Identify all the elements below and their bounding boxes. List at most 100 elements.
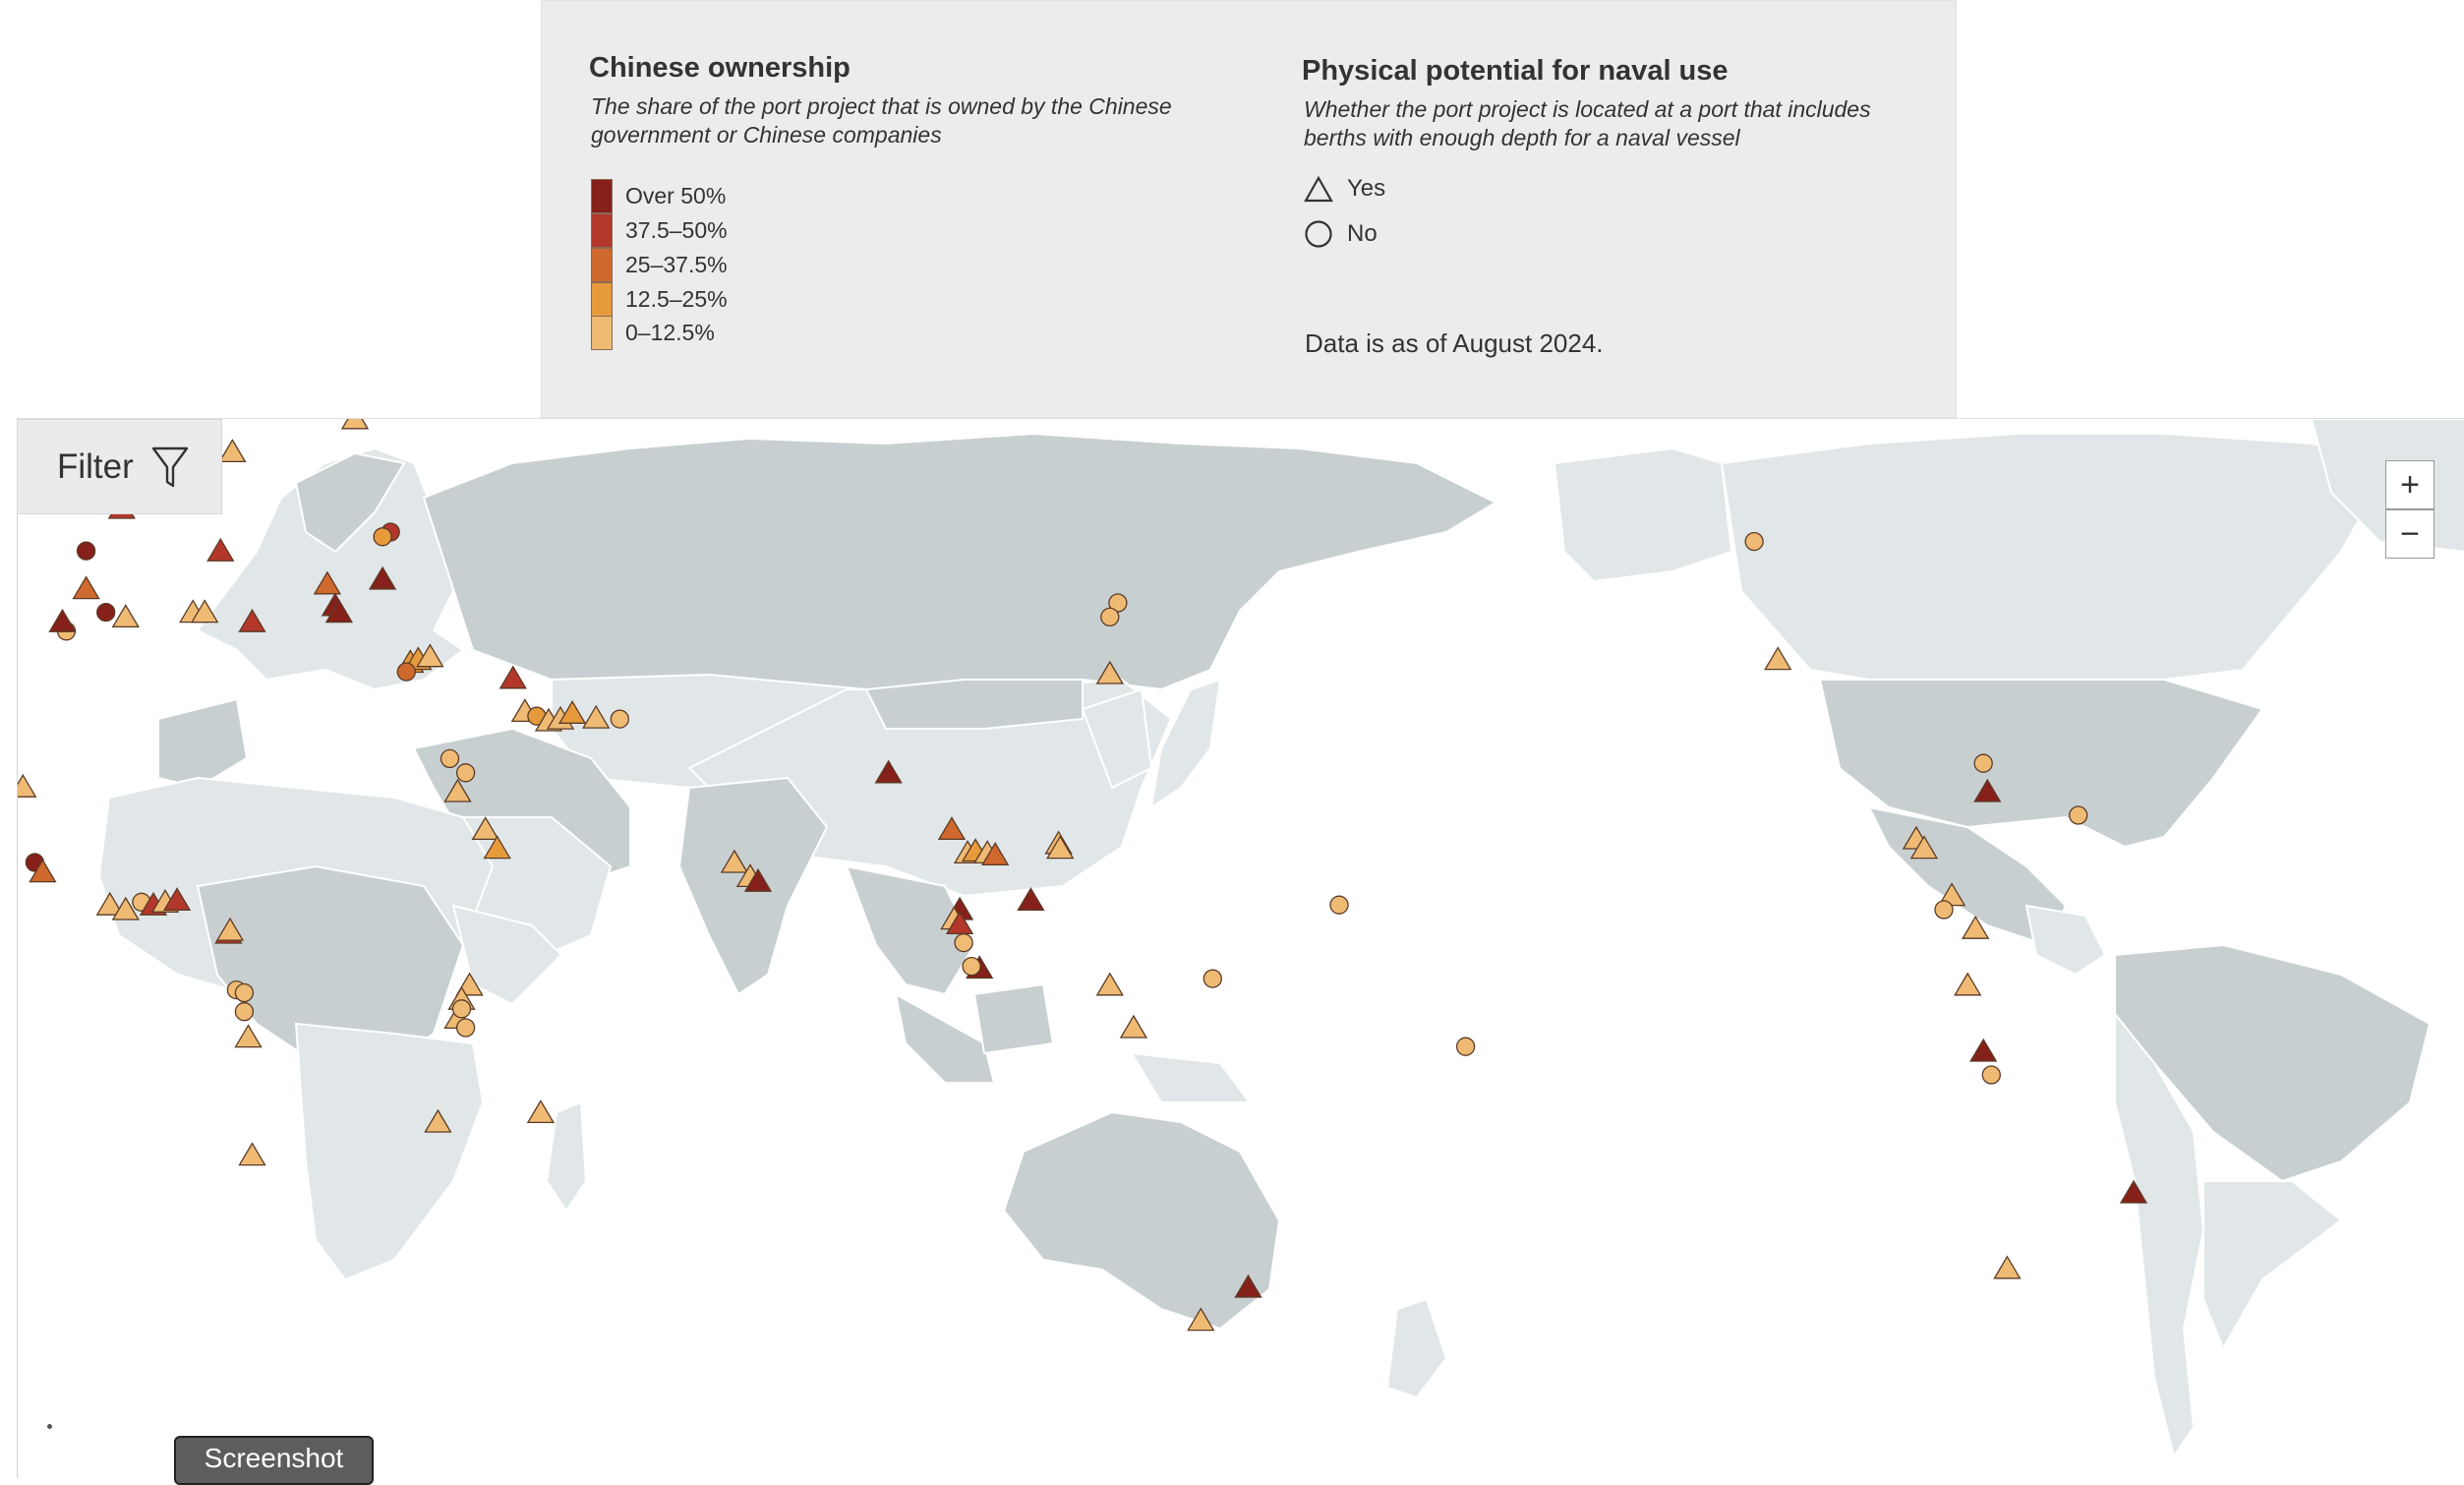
- land-canada: [1720, 433, 2392, 681]
- port-marker-103[interactable]: [1981, 1065, 2001, 1085]
- port-marker-83[interactable]: [1203, 969, 1222, 988]
- port-marker-37[interactable]: [443, 778, 472, 802]
- port-marker-44[interactable]: [111, 896, 140, 921]
- land-borneo: [972, 982, 1055, 1055]
- port-marker-53[interactable]: [234, 1002, 255, 1022]
- port-marker-71[interactable]: [981, 842, 1010, 865]
- data-date-note: Data is as of August 2024.: [1305, 328, 1604, 358]
- land-south-america-south: [2202, 1180, 2343, 1351]
- port-marker-81[interactable]: [1095, 972, 1124, 996]
- port-marker-101[interactable]: [1954, 972, 1982, 996]
- port-marker-59[interactable]: [451, 999, 472, 1019]
- port-marker-26[interactable]: [396, 662, 416, 682]
- port-marker-89[interactable]: [1234, 1274, 1262, 1298]
- land-new-zealand: [1385, 1297, 1448, 1399]
- zoom-out-button[interactable]: −: [2385, 509, 2435, 559]
- port-marker-32[interactable]: [557, 700, 587, 724]
- port-marker-75[interactable]: [954, 932, 973, 953]
- port-marker-40[interactable]: [18, 773, 37, 798]
- port-marker-90[interactable]: [1187, 1307, 1215, 1332]
- filter-button[interactable]: Filter: [17, 419, 222, 514]
- port-marker-92[interactable]: [1764, 646, 1792, 671]
- port-marker-105[interactable]: [1993, 1255, 2022, 1279]
- zoom-in-button[interactable]: +: [2385, 460, 2435, 509]
- port-marker-65[interactable]: [743, 867, 773, 892]
- port-marker-9[interactable]: [206, 537, 235, 562]
- port-marker-95[interactable]: [2069, 805, 2088, 825]
- legend-label-no: No: [1347, 220, 1378, 247]
- port-marker-55[interactable]: [238, 1142, 266, 1166]
- port-marker-80[interactable]: [1046, 835, 1075, 860]
- legend-label-over-50: Over 50%: [625, 183, 727, 208]
- port-marker-50[interactable]: [215, 917, 245, 941]
- port-marker-99[interactable]: [1934, 900, 1954, 920]
- port-marker-54[interactable]: [234, 1024, 263, 1048]
- port-marker-87[interactable]: [1100, 607, 1120, 627]
- screenshot-button[interactable]: Screenshot: [174, 1436, 374, 1485]
- port-marker-84[interactable]: [1329, 895, 1349, 915]
- port-marker-77[interactable]: [962, 956, 981, 977]
- port-marker-27[interactable]: [499, 665, 527, 689]
- swatch-37-50: [591, 213, 613, 248]
- legend-item-no: No: [1304, 219, 1378, 249]
- port-marker-39[interactable]: [483, 835, 511, 860]
- port-marker-11[interactable]: [111, 604, 140, 628]
- port-marker-17[interactable]: [313, 570, 342, 595]
- legend-label-25-37: 25–37.5%: [625, 252, 728, 277]
- port-marker-86[interactable]: [1108, 593, 1128, 613]
- port-marker-8[interactable]: [96, 602, 116, 623]
- port-marker-20[interactable]: [368, 565, 397, 590]
- land-madagascar: [545, 1100, 588, 1213]
- port-marker-94[interactable]: [1973, 778, 2002, 802]
- port-marker-63[interactable]: [720, 849, 749, 873]
- port-marker-36[interactable]: [455, 763, 476, 783]
- port-marker-97[interactable]: [1909, 835, 1939, 860]
- port-marker-33[interactable]: [582, 704, 611, 729]
- port-marker-35[interactable]: [440, 748, 460, 769]
- port-marker-62[interactable]: [526, 1099, 556, 1124]
- port-marker-61[interactable]: [424, 1108, 452, 1133]
- port-marker-13[interactable]: [48, 608, 77, 632]
- world-map[interactable]: [17, 418, 2464, 1478]
- port-marker-43[interactable]: [95, 891, 124, 916]
- ownership-legend-title: Chinese ownership: [589, 52, 851, 84]
- port-marker-67[interactable]: [937, 816, 967, 841]
- land-central-america: [2024, 904, 2107, 977]
- port-marker-102[interactable]: [1969, 1038, 1998, 1062]
- port-marker-78[interactable]: [1017, 887, 1045, 912]
- land-indochina: [845, 864, 976, 996]
- port-marker-6[interactable]: [218, 439, 247, 463]
- land-africa-south: [294, 1022, 485, 1281]
- port-marker-104[interactable]: [2119, 1179, 2148, 1204]
- port-marker-52[interactable]: [234, 982, 255, 1003]
- land-russia: [422, 432, 1498, 691]
- port-marker-93[interactable]: [1973, 753, 1993, 773]
- port-marker-42[interactable]: [29, 859, 57, 883]
- naval-legend-title: Physical potential for naval use: [1302, 55, 1729, 87]
- map-canvas[interactable]: [18, 419, 2464, 1478]
- port-marker-10[interactable]: [72, 575, 100, 600]
- port-marker-85[interactable]: [1455, 1037, 1476, 1056]
- port-marker-74[interactable]: [945, 911, 974, 935]
- land-horn-africa: [451, 904, 563, 1006]
- port-marker-88[interactable]: [1095, 660, 1124, 684]
- port-marker-0[interactable]: [340, 419, 370, 430]
- port-marker-15[interactable]: [191, 599, 219, 624]
- port-marker-91[interactable]: [1744, 531, 1764, 552]
- port-marker-25[interactable]: [416, 643, 444, 668]
- circle-icon: [1305, 220, 1332, 248]
- port-marker-60[interactable]: [455, 1018, 476, 1038]
- port-marker-82[interactable]: [1119, 1014, 1148, 1039]
- port-marker-16[interactable]: [238, 608, 266, 632]
- port-marker-38[interactable]: [471, 816, 499, 841]
- legend-item-25-37: 25–37.5%: [591, 248, 728, 282]
- ownership-legend-subtitle: The share of the port project that is ow…: [591, 93, 1172, 148]
- port-marker-22[interactable]: [373, 527, 392, 547]
- port-marker-34[interactable]: [610, 709, 629, 729]
- map-dot: [47, 1424, 52, 1429]
- port-marker-66[interactable]: [874, 759, 903, 784]
- port-marker-19[interactable]: [324, 599, 354, 624]
- port-marker-7[interactable]: [76, 541, 96, 561]
- port-marker-100[interactable]: [1962, 915, 1990, 939]
- port-marker-48[interactable]: [162, 887, 192, 912]
